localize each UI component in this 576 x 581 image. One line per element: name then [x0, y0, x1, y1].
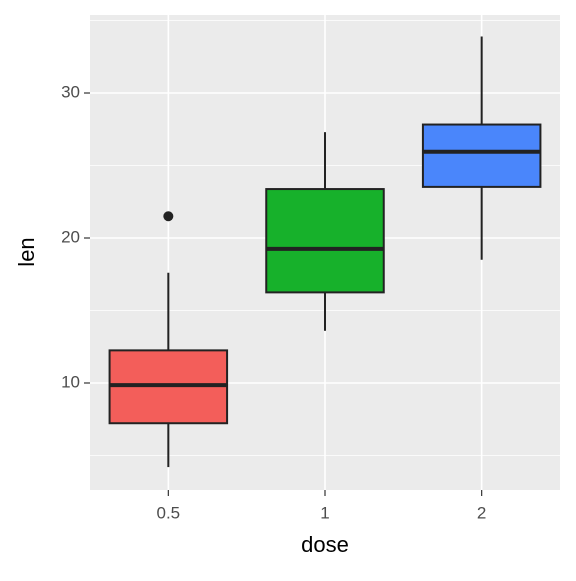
x-axis-title: dose — [301, 532, 349, 557]
y-tick-label: 20 — [61, 227, 80, 246]
box — [265, 188, 385, 294]
x-tick-label: 0.5 — [157, 503, 181, 522]
x-tick-label: 1 — [320, 503, 329, 522]
box — [421, 123, 542, 188]
x-tick-label: 2 — [477, 503, 486, 522]
y-tick-label: 10 — [61, 372, 80, 391]
outlier — [163, 211, 174, 222]
y-tick-label: 30 — [61, 82, 80, 101]
y-axis-title: len — [14, 237, 39, 266]
